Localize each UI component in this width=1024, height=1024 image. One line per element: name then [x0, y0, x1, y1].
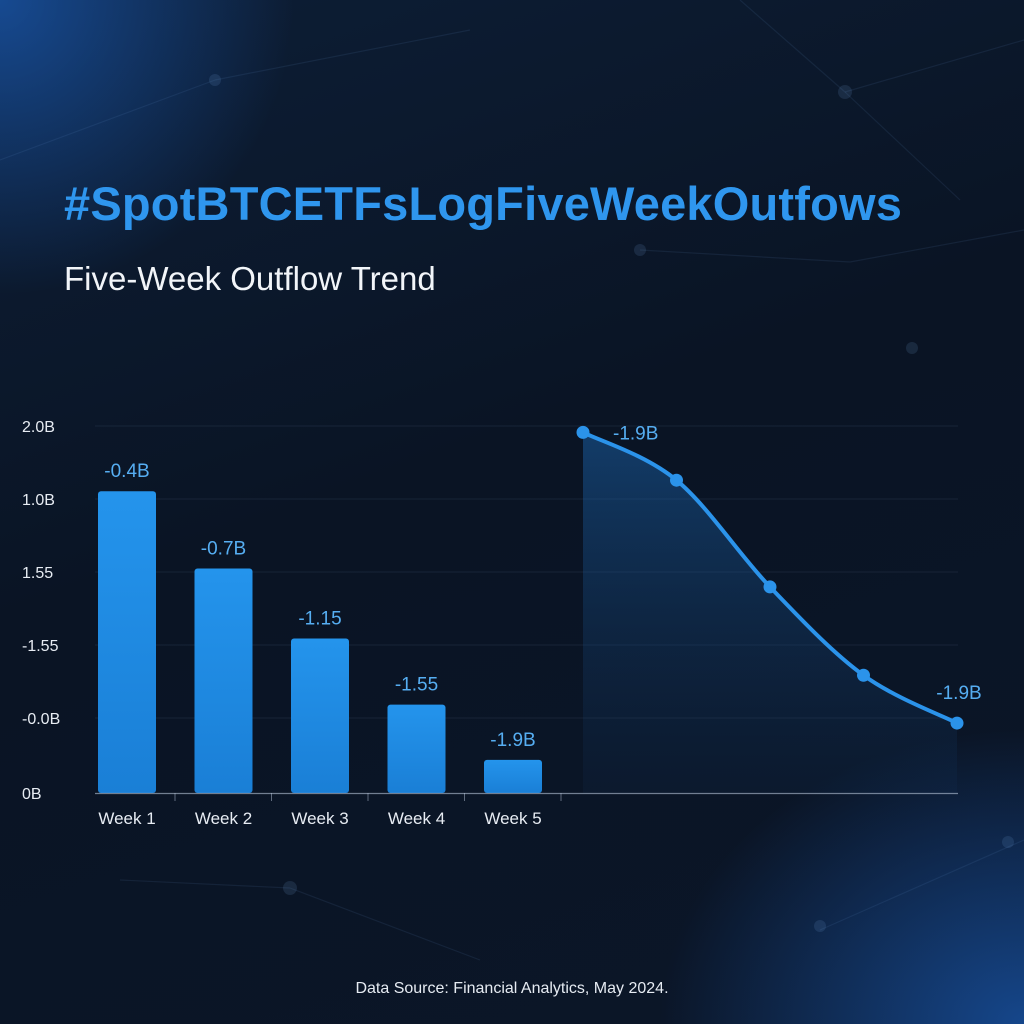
bar-data-label: -1.15	[298, 608, 341, 629]
bar-data-label: -0.4B	[104, 461, 149, 482]
bar-data-label: -1.9B	[490, 730, 535, 751]
trend-point	[670, 473, 683, 487]
bar	[291, 638, 349, 793]
x-tick-label: Week 1	[98, 809, 155, 828]
bar	[98, 491, 156, 793]
trend-point	[857, 668, 870, 682]
y-tick-label: 1.0B	[22, 492, 55, 509]
trend-area-series	[576, 425, 964, 793]
trend-data-label: -1.9B	[613, 423, 658, 444]
bar-data-label: -1.55	[395, 675, 438, 696]
y-tick-label: -1.55	[22, 638, 59, 655]
y-tick-label: 1.55	[22, 565, 53, 582]
trend-data-label: -1.9B	[936, 683, 981, 704]
bar-series	[98, 491, 542, 793]
y-tick-label: -0.0B	[22, 711, 60, 728]
x-axis: Week 1 Week 2 Week 3 Week 4 Week 5	[95, 792, 958, 828]
data-labels: -0.4B -0.7B -1.15 -1.55 -1.9B -1.9B -1.9B	[104, 423, 981, 751]
chart-subtitle: Five-Week Outflow Trend	[64, 260, 436, 297]
y-axis: 2.0B 1.0B 1.55 -1.55 -0.0B 0B	[22, 419, 60, 803]
data-source-note: Data Source: Financial Analytics, May 20…	[355, 980, 669, 997]
y-tick-label: 0B	[22, 786, 42, 803]
x-tick-label: Week 5	[484, 809, 541, 828]
trend-point	[763, 580, 777, 594]
bar	[484, 759, 542, 793]
x-tick-label: Week 4	[388, 809, 445, 828]
trend-point	[950, 716, 964, 730]
bar-data-label: -0.7B	[201, 539, 246, 560]
chart-title: #SpotBTCETFsLogFiveWeekOutfows	[64, 177, 903, 230]
trend-area-fill	[583, 432, 957, 793]
y-tick-label: 2.0B	[22, 419, 55, 436]
bar	[194, 568, 253, 793]
x-tick-label: Week 3	[291, 809, 348, 828]
bar	[387, 704, 446, 793]
x-tick-label: Week 2	[195, 809, 252, 828]
trend-point	[576, 425, 590, 439]
